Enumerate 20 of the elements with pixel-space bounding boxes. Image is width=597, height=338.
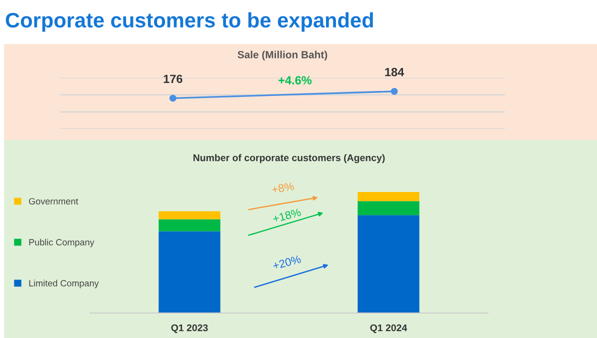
legend-label: Public Company <box>29 238 94 248</box>
annotation: +8% <box>272 182 294 194</box>
bar <box>358 215 420 313</box>
annotation: +20% <box>272 254 302 270</box>
bar <box>158 219 220 232</box>
bar <box>158 211 220 220</box>
legend-label: Government <box>29 198 78 204</box>
bar <box>158 231 220 313</box>
data-label: 176 <box>164 74 182 84</box>
chart-title: Number of corporate customers (Agency) <box>193 154 385 164</box>
bar <box>358 192 420 202</box>
data-label: 184 <box>385 68 404 76</box>
annotation: +4.6% <box>278 76 312 84</box>
annotation: +18% <box>272 208 302 223</box>
legend-label: Limited Company <box>29 280 99 288</box>
chart-title: Corporate customers to be expanded <box>6 12 373 32</box>
bar <box>358 201 420 216</box>
x-tick-label: Q1 2023 <box>171 324 208 334</box>
x-tick-label: Q1 2024 <box>370 324 408 334</box>
chart-subtitle: Sale (Million Baht) <box>238 50 328 60</box>
